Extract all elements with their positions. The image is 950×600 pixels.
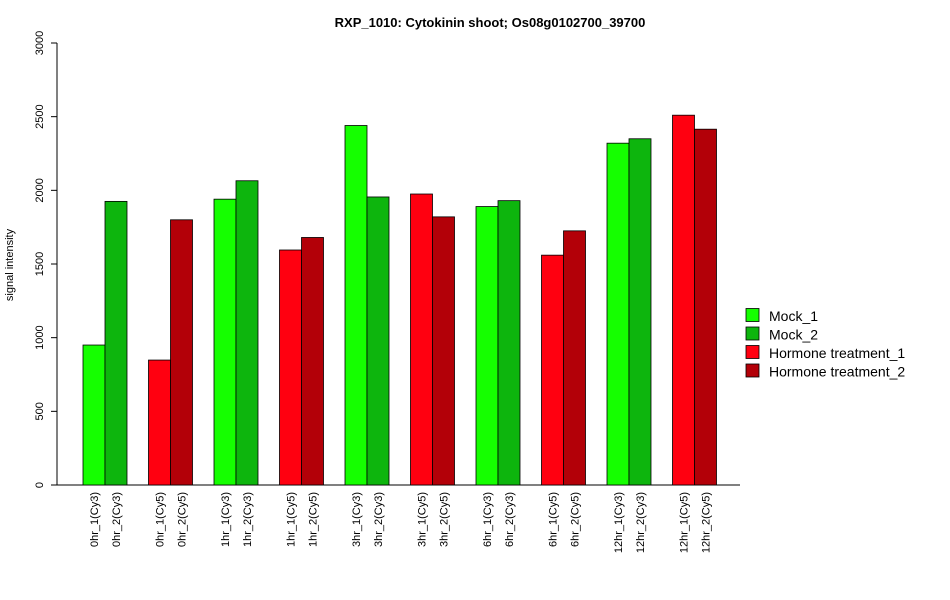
x-tick-label: 3hr_2(Cy3) xyxy=(373,492,385,547)
x-tick-label: 1hr_2(Cy5) xyxy=(308,492,320,547)
bar-3hr_1(Cy3) xyxy=(344,125,368,486)
bar-0hr_2(Cy3) xyxy=(104,200,128,486)
bar-3hr_2(Cy5) xyxy=(432,216,455,486)
y-tick-label: 2000 xyxy=(34,178,46,202)
y-tick-label: 500 xyxy=(34,402,46,420)
x-tick-label: 12hr_2(Cy3) xyxy=(635,492,647,553)
legend-label: Mock_1 xyxy=(769,308,818,324)
x-tick-labels: 0hr_1(Cy3) 0hr_2(Cy3) 0hr_1(Cy5) 0hr_2(Cy5)… xyxy=(89,492,713,553)
legend-swatch xyxy=(745,363,760,378)
bar-1hr_2(Cy3) xyxy=(235,180,259,486)
legend-label: Hormone treatment_1 xyxy=(769,345,905,361)
legend-label: Hormone treatment_2 xyxy=(769,364,905,380)
bar-0hr_2(Cy5) xyxy=(170,219,193,486)
y-tick-label: 0 xyxy=(34,482,46,488)
x-tick-label: 6hr_2(Cy3) xyxy=(504,492,516,547)
x-tick-label: 12hr_2(Cy5) xyxy=(701,492,713,553)
bar-12hr_1(Cy3) xyxy=(606,142,630,486)
x-tick-label: 6hr_1(Cy3) xyxy=(482,492,494,547)
y-axis-label: signal intensity xyxy=(4,228,16,301)
x-tick-label: 12hr_1(Cy5) xyxy=(679,492,691,553)
y-tick-label: 3000 xyxy=(34,31,46,55)
bar-6hr_1(Cy5) xyxy=(541,254,564,486)
bar-12hr_2(Cy3) xyxy=(628,138,652,486)
legend-label: Mock_2 xyxy=(769,327,818,343)
x-tick-label: 3hr_2(Cy5) xyxy=(439,492,451,547)
x-tick-label: 0hr_2(Cy3) xyxy=(111,492,123,547)
bar-6hr_1(Cy3) xyxy=(475,206,499,486)
y-tick-label: 1500 xyxy=(34,252,46,276)
y-axis: 0 500 1000 1500 2000 2500 3000 xyxy=(34,31,58,488)
bar-3hr_1(Cy5) xyxy=(410,193,433,486)
y-tick-label: 1000 xyxy=(34,325,46,349)
y-tick-label: 2500 xyxy=(34,104,46,128)
bar-12hr_2(Cy5) xyxy=(694,128,717,486)
x-tick-label: 1hr_1(Cy5) xyxy=(286,492,298,547)
x-tick-label: 3hr_1(Cy3) xyxy=(351,492,363,547)
chart-title: RXP_1010: Cytokinin shoot; Os08g0102700_… xyxy=(335,15,646,30)
x-tick-label: 1hr_1(Cy3) xyxy=(220,492,232,547)
legend-swatch xyxy=(745,345,760,359)
bar-1hr_2(Cy5) xyxy=(301,237,324,486)
x-tick-label: 3hr_1(Cy5) xyxy=(417,492,429,547)
bars-group xyxy=(57,114,740,486)
legend-swatch xyxy=(745,308,760,322)
x-tick-label: 0hr_1(Cy5) xyxy=(155,492,167,547)
bar-1hr_1(Cy5) xyxy=(279,249,302,486)
legend-swatch xyxy=(745,326,760,341)
bar-6hr_2(Cy3) xyxy=(497,200,521,486)
x-tick-label: 1hr_2(Cy3) xyxy=(242,492,254,547)
bar-3hr_2(Cy3) xyxy=(366,196,390,486)
x-tick-label: 12hr_1(Cy3) xyxy=(613,492,625,553)
x-tick-label: 6hr_2(Cy5) xyxy=(570,492,582,547)
bar-6hr_2(Cy5) xyxy=(563,230,586,486)
bar-0hr_1(Cy5) xyxy=(148,359,171,486)
x-tick-label: 6hr_1(Cy5) xyxy=(548,492,560,547)
x-tick-label: 0hr_1(Cy3) xyxy=(89,492,101,547)
bar-1hr_1(Cy3) xyxy=(213,198,237,486)
bar-0hr_1(Cy3) xyxy=(82,344,106,486)
legend: Mock_1 Mock_2 Hormone treatment_1 Hormone t… xyxy=(745,308,905,380)
bar-12hr_1(Cy5) xyxy=(672,114,695,486)
x-tick-label: 0hr_2(Cy5) xyxy=(177,492,189,547)
